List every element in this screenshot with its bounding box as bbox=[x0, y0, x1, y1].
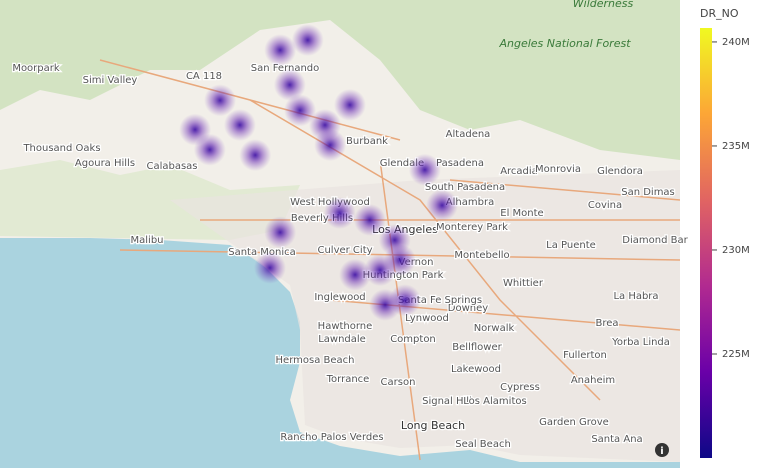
place-label: Wilderness bbox=[573, 0, 634, 10]
place-label: Downey bbox=[448, 303, 488, 314]
place-label: Signal Hill bbox=[422, 396, 472, 407]
colorbar-tick-label: 240M bbox=[722, 37, 750, 48]
colorbar bbox=[700, 28, 712, 458]
place-label: Lynwood bbox=[405, 313, 449, 324]
density-blob bbox=[264, 34, 297, 67]
density-blob bbox=[323, 197, 356, 230]
density-blob bbox=[333, 88, 366, 121]
density-blob bbox=[239, 139, 272, 172]
density-blob bbox=[314, 129, 347, 162]
place-label: Angeles National Forest bbox=[498, 37, 631, 50]
place-label: Lawndale bbox=[318, 334, 366, 345]
density-blob bbox=[369, 288, 402, 321]
colorbar-tick-label: 230M bbox=[722, 245, 750, 256]
place-label: Rancho Palos Verdes bbox=[280, 432, 383, 443]
place-label: Malibu bbox=[131, 235, 164, 246]
place-label: Diamond Bar bbox=[622, 235, 688, 246]
density-blob bbox=[273, 68, 306, 101]
place-label: La Puente bbox=[546, 240, 596, 251]
place-label: Seal Beach bbox=[455, 439, 511, 450]
place-label: El Monte bbox=[500, 208, 543, 219]
density-blob bbox=[291, 24, 324, 57]
density-blob bbox=[426, 189, 459, 222]
colorbar-tick-label: 235M bbox=[722, 141, 750, 152]
place-label: Garden Grove bbox=[539, 417, 609, 428]
place-label: Brea bbox=[595, 318, 618, 329]
place-label: Calabasas bbox=[146, 161, 197, 172]
place-label: San Dimas bbox=[621, 187, 675, 198]
colorbar-tick-label: 225M bbox=[722, 349, 750, 360]
info-icon: i bbox=[660, 446, 663, 457]
place-label: Fullerton bbox=[563, 350, 607, 361]
place-label: Long Beach bbox=[401, 419, 465, 432]
basemap bbox=[0, 0, 680, 468]
place-label: Yorba Linda bbox=[611, 337, 670, 348]
density-blob bbox=[264, 216, 297, 249]
info-button[interactable] bbox=[655, 443, 669, 457]
density-blob bbox=[339, 258, 372, 291]
place-label: La Habra bbox=[613, 291, 658, 302]
density-blob bbox=[204, 84, 237, 117]
place-label: Inglewood bbox=[314, 292, 365, 303]
place-label: Compton bbox=[390, 334, 436, 345]
place-label: Monrovia bbox=[535, 164, 581, 175]
place-label: Bellflower bbox=[452, 342, 502, 353]
density-blob bbox=[193, 133, 226, 166]
place-label: Whittier bbox=[503, 278, 544, 289]
place-label: Hawthorne bbox=[318, 321, 373, 332]
density-blob bbox=[353, 203, 386, 236]
density-blob bbox=[253, 251, 286, 284]
place-label: Glendora bbox=[597, 166, 643, 177]
place-label: CA 118 bbox=[186, 71, 222, 82]
place-label: Lakewood bbox=[451, 364, 501, 375]
place-label: Covina bbox=[588, 200, 622, 211]
place-label: Burbank bbox=[346, 136, 388, 147]
place-label: Agoura Hills bbox=[75, 158, 135, 169]
place-label: Arcadia bbox=[500, 166, 538, 177]
place-label: San Fernando bbox=[251, 63, 320, 74]
place-label: Moorpark bbox=[12, 63, 60, 74]
place-label: Santa Ana bbox=[591, 434, 642, 445]
place-label: Simi Valley bbox=[83, 75, 138, 86]
place-label: Cypress bbox=[500, 382, 540, 393]
place-label: Hermosa Beach bbox=[276, 355, 355, 366]
density-blob bbox=[408, 153, 441, 186]
place-label: Montebello bbox=[454, 250, 509, 261]
density-blob bbox=[364, 254, 397, 287]
place-label: Carson bbox=[381, 377, 416, 388]
colorbar-title: DR_NO bbox=[700, 7, 739, 20]
place-label: Pasadena bbox=[436, 158, 484, 169]
place-label: Thousand Oaks bbox=[22, 143, 100, 154]
place-label: Monterey Park bbox=[436, 222, 508, 233]
place-label: Anaheim bbox=[571, 375, 615, 386]
density-blob bbox=[284, 94, 317, 127]
place-label: Los Alamitos bbox=[463, 396, 526, 407]
place-label: Culver City bbox=[317, 245, 372, 256]
place-label: Altadena bbox=[446, 129, 491, 140]
place-label: Norwalk bbox=[474, 323, 515, 334]
place-label: Torrance bbox=[326, 374, 370, 385]
density-blob bbox=[223, 109, 256, 142]
